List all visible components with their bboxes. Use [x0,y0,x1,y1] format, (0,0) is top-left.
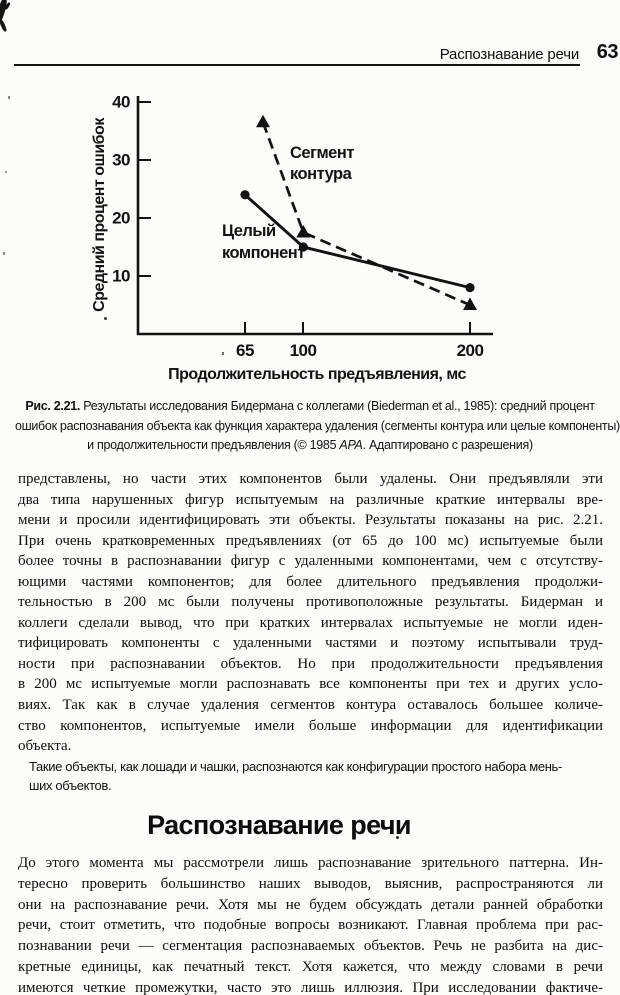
scan-artifact [8,96,10,99]
text-line: При очень кратковременных предъявлениях … [18,532,603,549]
y-tick-label: 10 [112,267,130,286]
scan-artifact [104,317,107,320]
scan-artifact [5,171,7,173]
circle-marker [240,190,250,200]
text-line: коллеги сделали вывод, что при кратких и… [18,614,603,631]
text-line: виях. Так как в случае удаления сегменто… [18,697,603,714]
scan-artifact [3,252,5,255]
apa-italic: APA [339,438,363,452]
text-line: До этого момента мы рассмотрели лишь рас… [18,855,603,871]
text-line: более точны в распознавании фигур с удал… [18,553,603,570]
series-line-contour-segment [261,121,471,307]
y-tick-label: 20 [112,209,130,228]
chart-series [240,114,477,310]
text-line: ство компонентов, испытуемые имели больш… [18,717,603,734]
text-line: мени и просили идентифицировать эти объе… [18,512,603,529]
page-number: 63 [596,41,619,63]
text-line: ющими частями компонентов; для более дли… [18,573,603,590]
text-line: познавании речи — сегментация распознава… [18,938,603,955]
text-line: они на распознавание речи. Хотя мы не бу… [18,896,603,913]
y-tick-label: 40 [112,93,130,112]
note-paragraph: Такие объекты, как лошади и чашки, распо… [29,757,569,795]
scan-artifact [396,836,399,839]
triangle-marker [256,114,270,128]
triangle-marker [296,225,311,238]
caption-line: ошибок распознавания объекта как функция… [15,418,620,433]
caption-line: и продолжительности предъявления (© 1985… [87,438,533,452]
error-rate-line-chart: 40 30 20 10 65 100 200 Продолжительность… [91,93,493,383]
text-line: два типа нарушенных фигур испытуемым на … [18,491,603,508]
header-rule [14,64,580,66]
legend-contour-segment: Сегмент [290,144,354,162]
legend-whole-component: Целый [222,222,276,240]
text-line: тельностью в 200 мс были получены против… [18,594,603,611]
x-tick-label: 100 [290,341,317,360]
text-line: ших объектов. [29,778,112,793]
scan-artifact [222,352,224,355]
x-axis-label: Продолжительность предъявления, мс [168,366,466,383]
triangle-marker [463,297,477,310]
y-axis-label: Средний процент ошибок [91,117,108,312]
text-line: речи, стоит отметить, что подобные вопро… [18,917,603,934]
text-line: в 200 мс испытуемые могли распознавать в… [18,676,603,693]
chart-axes [136,96,493,336]
x-tick-label: 65 [236,341,254,360]
text-line: тифицировать компоненты с удаленными час… [18,635,603,652]
text-line: объекта. [18,738,72,755]
section-heading: Распознавание речи [147,810,411,840]
circle-marker [298,242,308,252]
scan-artifact [0,18,8,33]
paragraph-speech-recognition: До этого момента мы рассмотрели лишь рас… [18,853,603,995]
text-line: ности при распознавании объектов. Но при… [18,655,603,672]
y-tick-label: 30 [112,151,130,170]
series-line-whole-component [244,193,471,290]
text-line: имеются четкие промежутки, часто это лиш… [18,979,603,995]
circle-marker [465,283,475,293]
x-tick-label: 200 [457,341,484,360]
figure-caption: Рис. 2.21. Результаты исследования Бидер… [15,397,620,456]
figure-2-21-chart: 40 30 20 10 65 100 200 Продолжительность… [80,88,545,388]
legend-whole-component: компонент [222,244,305,262]
caption-line: Рис. 2.21. Результаты исследования Бидер… [25,399,595,413]
paragraph-biederman-results: представлены, но части этих компонентов … [18,469,603,757]
text-line: тересно проверить большинство наших выво… [18,875,603,892]
text-line: представлены, но части этих компонентов … [18,471,603,487]
text-line: кретные единицы, как печатный текст. Хот… [18,958,603,975]
text-line: Такие объекты, как лошади и чашки, распо… [29,759,562,774]
legend-contour-segment: контура [290,165,353,183]
running-header-title: Распознавание речи [439,46,579,63]
figure-label: Рис. 2.21. [25,399,81,413]
